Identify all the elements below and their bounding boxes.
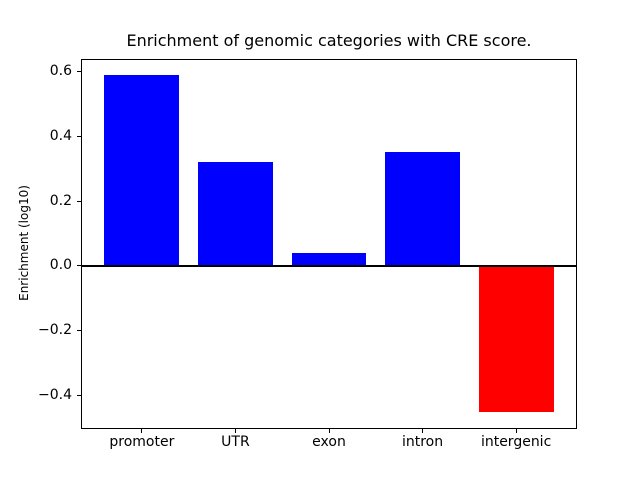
y-tick-mark (77, 70, 81, 72)
bar-exon (291, 252, 367, 266)
y-tick-label: 0.4 (49, 127, 72, 144)
bar-intergenic (478, 265, 554, 412)
x-tick-mark (515, 429, 517, 433)
chart-title: Enrichment of genomic categories with CR… (126, 31, 532, 50)
bar-UTR (198, 162, 273, 266)
y-tick-mark (77, 200, 81, 202)
x-tick-mark (422, 429, 424, 433)
x-tick-label-intergenic: intergenic (480, 434, 552, 450)
y-tick-label: 0.2 (49, 192, 72, 209)
y-tick-mark (77, 135, 81, 137)
zero-baseline (82, 264, 576, 268)
y-tick-label: 0.0 (49, 257, 72, 274)
x-tick-label-promoter: promoter (109, 434, 175, 450)
x-tick-label-UTR: UTR (221, 434, 250, 450)
x-tick-label-exon: exon (312, 434, 346, 450)
x-tick-mark (234, 429, 236, 433)
y-tick-label: 0.6 (49, 62, 72, 79)
x-tick-mark (141, 429, 143, 433)
bar-intron (385, 152, 460, 266)
x-tick-mark (328, 429, 330, 433)
y-tick-mark (77, 395, 81, 397)
y-tick-mark (77, 265, 81, 267)
x-tick-label-intron: intron (401, 434, 444, 450)
y-tick-mark (77, 330, 81, 332)
bar-promoter (104, 74, 180, 266)
plot-area (81, 59, 577, 429)
y-tick-label: −0.2 (38, 322, 72, 339)
y-tick-label: −0.4 (38, 387, 72, 404)
